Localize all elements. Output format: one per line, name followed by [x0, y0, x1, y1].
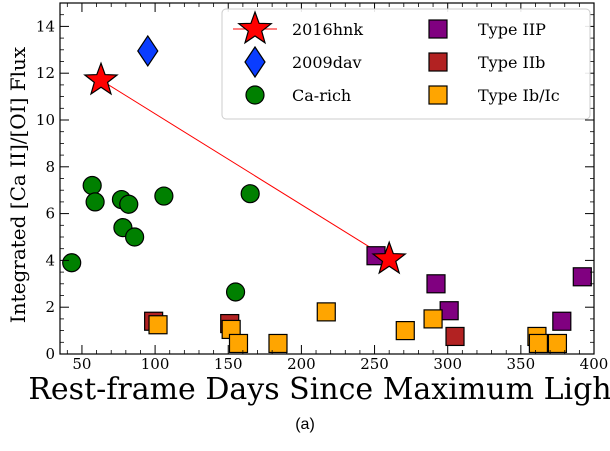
data-point-series1-0 [137, 34, 159, 68]
data-point-series5-6 [423, 309, 443, 329]
x-axis-title: Rest-frame Days Since Maximum Light [28, 372, 610, 407]
data-point-series2-8 [225, 282, 246, 302]
data-point-series2-7 [154, 186, 174, 206]
y-tick-label-0: 0 [45, 345, 55, 363]
marker-layer [62, 34, 592, 354]
x-tick-label-6: 350 [507, 355, 536, 373]
data-point-series5-0 [148, 315, 168, 335]
data-point-series2-5 [119, 194, 139, 214]
legend-marker-1 [244, 45, 266, 79]
y-tick-label-4: 8 [45, 158, 55, 176]
data-point-series3-2 [439, 301, 459, 321]
y-tick-label-1: 2 [45, 298, 55, 316]
legend-marker-5 [428, 85, 448, 105]
data-point-series3-4 [572, 267, 592, 287]
x-tick-label-2: 150 [214, 355, 243, 373]
y-tick-label-7: 14 [36, 17, 55, 35]
legend-label-3: Type IIP [478, 20, 546, 39]
y-tick-label-2: 4 [45, 251, 55, 269]
y-tick-label-5: 10 [36, 111, 55, 129]
legend-marker-2 [245, 85, 265, 105]
data-point-series3-3 [552, 311, 572, 331]
figure-caption: (a) [295, 416, 315, 433]
data-point-series2-6 [125, 227, 145, 247]
connector-line-layer [100, 79, 390, 260]
data-point-series2-2 [85, 192, 105, 212]
legend-label-4: Type IIb [478, 53, 545, 72]
data-point-series2-9 [240, 184, 260, 204]
y-tick-label-3: 6 [45, 205, 55, 223]
x-tick-label-3: 200 [287, 355, 316, 373]
data-point-series5-9 [547, 333, 568, 354]
data-point-series5-2 [228, 333, 249, 354]
data-point-series0-1 [371, 240, 407, 275]
data-point-series5-3 [268, 333, 288, 354]
y-tick-label-6: 12 [36, 64, 55, 82]
series-line-0 [100, 79, 390, 260]
x-tick-label-4: 250 [360, 355, 389, 373]
legend-label-2: Ca-rich [292, 86, 351, 105]
x-tick-label-0: 50 [72, 355, 91, 373]
data-point-series2-0 [62, 253, 82, 273]
data-point-series5-4 [316, 302, 336, 322]
legend-marker-0 [237, 10, 273, 45]
x-tick-label-7: 400 [580, 355, 609, 373]
data-point-series4-2 [445, 326, 465, 347]
x-tick-label-5: 300 [433, 355, 462, 373]
data-point-series2-1 [82, 175, 102, 196]
y-axis-title: Integrated [Ca II]/[OI] Flux [6, 46, 30, 323]
x-tick-label-1: 100 [141, 355, 170, 373]
legend-label-0: 2016hnk [292, 20, 363, 39]
legend-marker-3 [428, 19, 448, 39]
legend-marker-4 [428, 52, 448, 72]
data-point-series0-0 [83, 61, 119, 96]
legend-box [221, 8, 591, 120]
axes: 50 100 150 200 250 300 350 400 0 2 4 6 8 10 12 14 [36, 2, 609, 373]
data-point-series3-1 [426, 274, 446, 294]
legend-label-5: Type Ib/Ic [478, 86, 560, 105]
legend: 2016hnk 2009dav Ca-rich Type IIP Type IIb Typ… [221, 8, 591, 120]
data-point-series5-8 [528, 333, 549, 354]
legend-label-1: 2009dav [292, 53, 362, 72]
data-point-series5-5 [395, 321, 415, 341]
